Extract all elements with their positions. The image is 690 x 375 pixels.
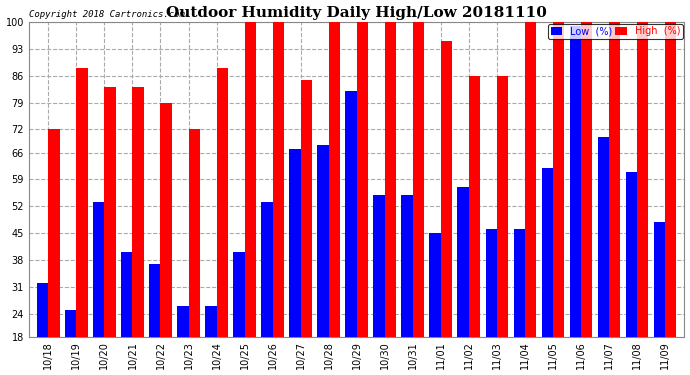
Bar [346,91,357,337]
Bar [357,22,368,337]
Bar [188,129,199,337]
Bar [262,202,273,337]
Bar [457,187,469,337]
Bar [513,229,524,337]
Bar [244,22,256,337]
Bar [149,264,161,337]
Bar [441,41,452,337]
Bar [384,22,396,337]
Bar [104,87,116,337]
Bar [273,22,284,337]
Bar [524,22,536,337]
Text: Copyright 2018 Cartronics.com: Copyright 2018 Cartronics.com [29,10,185,19]
Bar [373,195,384,337]
Bar [77,68,88,337]
Bar [289,148,301,337]
Bar [177,306,188,337]
Bar [217,68,228,337]
Bar [48,129,59,337]
Bar [317,145,328,337]
Bar [121,252,132,337]
Bar [598,137,609,337]
Bar [93,202,104,337]
Bar [626,172,637,337]
Bar [37,283,48,337]
Bar [132,87,144,337]
Bar [542,168,553,337]
Bar [581,22,592,337]
Bar [653,222,665,337]
Bar [665,22,676,337]
Bar [233,252,244,337]
Title: Outdoor Humidity Daily High/Low 20181110: Outdoor Humidity Daily High/Low 20181110 [166,6,547,20]
Bar [469,76,480,337]
Bar [486,229,497,337]
Bar [66,310,77,337]
Bar [328,22,339,337]
Bar [609,22,620,337]
Bar [429,233,441,337]
Bar [553,22,564,337]
Legend: Low  (%), High  (%): Low (%), High (%) [548,24,683,39]
Bar [402,195,413,337]
Bar [206,306,217,337]
Bar [301,80,312,337]
Bar [413,22,424,337]
Bar [161,103,172,337]
Bar [569,26,581,337]
Bar [497,76,508,337]
Bar [637,22,648,337]
